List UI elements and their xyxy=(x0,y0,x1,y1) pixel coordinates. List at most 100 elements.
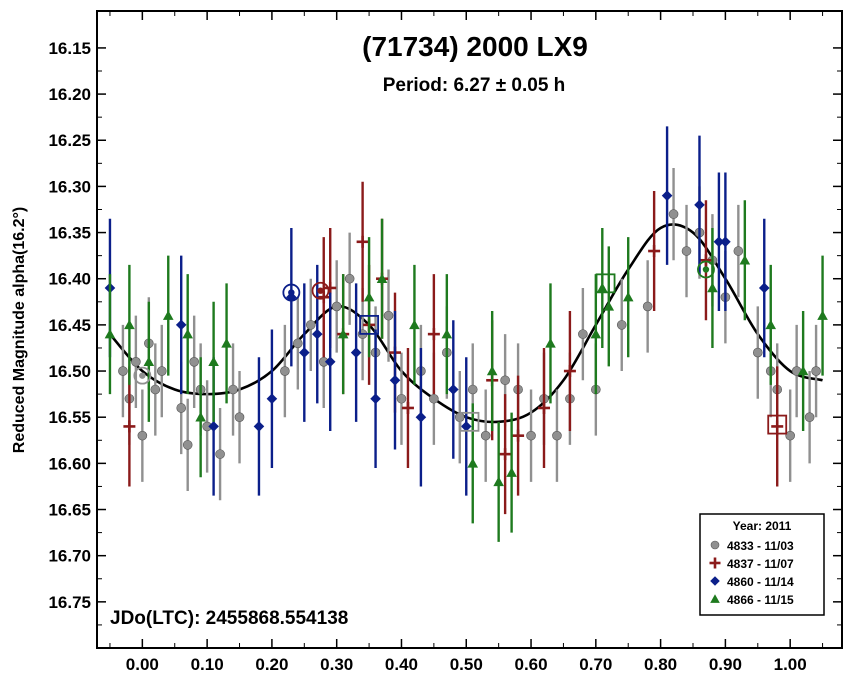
data-point xyxy=(182,440,193,450)
y-tick-label-5: 16.40 xyxy=(48,270,91,289)
data-point xyxy=(415,411,427,423)
data-point xyxy=(280,366,290,376)
data-point xyxy=(545,338,556,348)
data-point xyxy=(622,291,634,302)
x-tick-label-1: 0.10 xyxy=(191,655,224,674)
data-point xyxy=(811,366,821,376)
data-point xyxy=(538,401,550,414)
highlight-ring-1 xyxy=(311,281,330,300)
data-point xyxy=(195,411,206,422)
y-tick-label-7: 16.50 xyxy=(48,362,91,381)
x-tick-label-9: 0.90 xyxy=(709,655,742,674)
data-point xyxy=(429,393,439,404)
data-point xyxy=(350,347,362,358)
data-point xyxy=(616,320,627,330)
data-point xyxy=(785,430,795,441)
data-point xyxy=(383,310,394,321)
x-tick-label-3: 0.30 xyxy=(320,655,353,674)
x-tick-label-2: 0.20 xyxy=(255,655,288,674)
data-point xyxy=(707,282,718,293)
data-point xyxy=(370,393,381,405)
data-point xyxy=(493,476,504,487)
data-point xyxy=(221,338,232,348)
data-point xyxy=(176,403,187,413)
y-tick-label-10: 16.65 xyxy=(48,501,91,520)
data-point xyxy=(499,448,512,461)
data-point xyxy=(448,384,459,395)
highlight-ring-2 xyxy=(697,260,715,279)
data-point xyxy=(156,366,167,376)
series-1 xyxy=(123,181,784,515)
data-point xyxy=(668,209,679,219)
data-point xyxy=(324,281,337,294)
data-point xyxy=(234,412,245,423)
highlight-square-5 xyxy=(359,314,379,335)
data-point xyxy=(266,393,278,405)
data-point xyxy=(480,430,491,441)
jdo-annotation: JDo(LTC): 2455868.554138 xyxy=(110,608,348,629)
legend: Year: 2011 4833 - 11/03 4837 - 11/07 486… xyxy=(699,513,825,616)
data-point xyxy=(699,254,712,267)
data-point xyxy=(175,319,187,331)
data-point xyxy=(389,374,401,386)
data-point xyxy=(356,235,369,248)
x-tick-label-4: 0.40 xyxy=(385,655,418,674)
highlight-dot-2 xyxy=(702,266,710,273)
series-3 xyxy=(104,200,828,542)
chart-subtitle: Period: 6.27 ± 0.05 h xyxy=(383,75,566,96)
series-2 xyxy=(104,126,770,496)
chart-title: (71734) 2000 LX9 xyxy=(362,31,588,62)
data-point xyxy=(733,246,744,256)
data-point xyxy=(131,357,141,367)
data-point xyxy=(603,301,615,311)
data-point xyxy=(648,245,661,258)
data-point xyxy=(486,365,498,376)
y-tick-label-6: 16.45 xyxy=(48,316,91,335)
data-point xyxy=(305,320,316,330)
y-tick-label-3: 16.30 xyxy=(48,177,91,196)
data-point xyxy=(804,412,815,423)
data-point xyxy=(363,291,375,302)
data-point xyxy=(150,384,161,395)
data-point xyxy=(208,356,219,367)
highlight-layer xyxy=(133,260,788,435)
y-tick-label-0: 16.15 xyxy=(48,39,91,58)
data-point xyxy=(427,328,440,341)
x-tick-label-5: 0.50 xyxy=(450,655,483,674)
legend-title: Year: 2011 xyxy=(733,519,792,533)
data-point xyxy=(409,319,420,330)
data-point xyxy=(597,282,608,293)
data-point xyxy=(739,254,751,265)
data-point xyxy=(817,310,828,320)
highlight-square-6 xyxy=(767,414,788,435)
data-point xyxy=(331,301,342,312)
highlight-ring-0 xyxy=(282,283,301,302)
data-point xyxy=(118,366,128,376)
data-point xyxy=(713,236,725,248)
data-point xyxy=(376,273,388,283)
legend-marker-0 xyxy=(710,540,720,550)
legend-entry-4833: 4833 - 11/03 xyxy=(727,539,794,553)
data-point xyxy=(467,458,479,468)
highlight-ring-3 xyxy=(133,366,152,385)
highlight-dot-0 xyxy=(288,289,295,296)
legend-marker-3 xyxy=(710,594,720,603)
legend-box xyxy=(699,513,825,616)
x-tick-label-0: 0.00 xyxy=(126,655,159,674)
x-tick-label-6: 0.60 xyxy=(514,655,547,674)
y-tick-label-1: 16.20 xyxy=(48,85,91,104)
data-point xyxy=(758,282,770,294)
data-point xyxy=(694,199,705,211)
legend-marker-1 xyxy=(709,557,721,569)
legend-entry-4837: 4837 - 11/07 xyxy=(727,557,794,571)
data-point xyxy=(578,329,588,339)
data-point xyxy=(467,384,478,395)
data-point xyxy=(526,430,536,441)
data-point xyxy=(215,449,225,459)
x-tick-label-8: 0.80 xyxy=(644,655,677,674)
data-point xyxy=(460,421,472,432)
data-point xyxy=(344,273,355,284)
data-point xyxy=(441,328,453,339)
y-tick-label-8: 16.55 xyxy=(48,408,91,427)
